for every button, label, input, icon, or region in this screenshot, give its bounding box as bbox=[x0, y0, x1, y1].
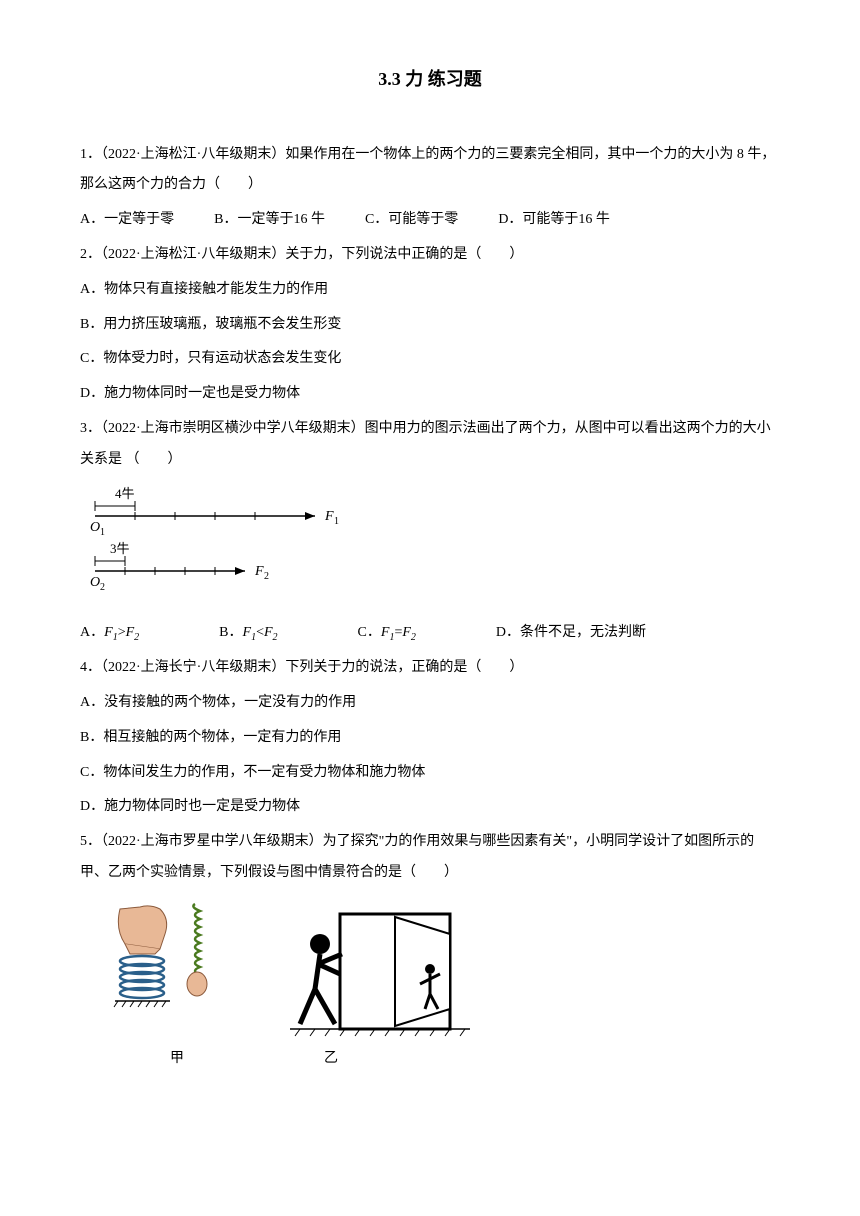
q3-options: A．F1>F2 B．F1<F2 C．F1=F2 D．条件不足，无法判断 bbox=[80, 618, 780, 649]
q4-opt-c: C．物体间发生力的作用，不一定有受力物体和施力物体 bbox=[80, 758, 780, 789]
f2-label: F bbox=[254, 564, 264, 579]
q3-opt-b: B．F1<F2 bbox=[219, 618, 277, 649]
q1-opt-d: D．可能等于16 牛 bbox=[498, 205, 610, 236]
force-diagram: 4牛 F 1 O 1 3牛 F 2 O 2 bbox=[90, 486, 780, 609]
f2-sub: 2 bbox=[264, 571, 269, 582]
f1-sub: 1 bbox=[334, 516, 339, 527]
q3-opt-c: C．F1=F2 bbox=[358, 618, 416, 649]
label-jia: 甲 bbox=[170, 1044, 184, 1075]
q4-opt-a: A．没有接触的两个物体，一定没有力的作用 bbox=[80, 688, 780, 719]
q1-text: 1．（2022·上海松江·八年级期末）如果作用在一个物体上的两个力的三要素完全相… bbox=[80, 140, 780, 202]
q2-opt-b: B．用力挤压玻璃瓶，玻璃瓶不会发生形变 bbox=[80, 310, 780, 341]
f2-origin-sub: 2 bbox=[100, 582, 105, 593]
page-title: 3.3 力 练习题 bbox=[80, 60, 780, 100]
f1-label: F bbox=[324, 509, 334, 524]
q3-opt-d: D．条件不足，无法判断 bbox=[496, 618, 646, 649]
force-arrows-svg: 4牛 F 1 O 1 3牛 F 2 O 2 bbox=[90, 486, 370, 596]
q1-opt-b: B．一定等于16 牛 bbox=[214, 205, 325, 236]
q5-image-labels: 甲 乙 bbox=[170, 1044, 780, 1075]
q4-opt-d: D．施力物体同时也一定是受力物体 bbox=[80, 792, 780, 823]
q3-text: 3．（2022·上海市崇明区横沙中学八年级期末）图中用力的图示法画出了两个力，从… bbox=[80, 414, 780, 476]
f2-scale-label: 3牛 bbox=[110, 541, 130, 556]
q2-text: 2．（2022·上海松江·八年级期末）关于力，下列说法中正确的是（ ） bbox=[80, 240, 780, 271]
q1-options: A．一定等于零 B．一定等于16 牛 C．可能等于零 D．可能等于16 牛 bbox=[80, 205, 780, 236]
f1-origin-sub: 1 bbox=[100, 527, 105, 538]
q1-opt-c: C．可能等于零 bbox=[365, 205, 458, 236]
f1-origin: O bbox=[90, 520, 100, 535]
door-experiment-image bbox=[290, 909, 470, 1039]
q3-opt-a: A．F1>F2 bbox=[80, 618, 139, 649]
q2-opt-c: C．物体受力时，只有运动状态会发生变化 bbox=[80, 344, 780, 375]
q2-opt-a: A．物体只有直接接触才能发生力的作用 bbox=[80, 275, 780, 306]
q4-text: 4．（2022·上海长宁·八年级期末）下列关于力的说法，正确的是（ ） bbox=[80, 653, 780, 684]
spring-experiment-image bbox=[110, 899, 230, 1039]
f1-scale-label: 4牛 bbox=[115, 486, 135, 501]
q4-opt-b: B．相互接触的两个物体，一定有力的作用 bbox=[80, 723, 780, 754]
f2-origin: O bbox=[90, 575, 100, 590]
q5-images bbox=[110, 899, 780, 1039]
label-yi: 乙 bbox=[324, 1044, 338, 1075]
q2-opt-d: D．施力物体同时一定也是受力物体 bbox=[80, 379, 780, 410]
q1-opt-a: A．一定等于零 bbox=[80, 205, 174, 236]
q5-text: 5．（2022·上海市罗星中学八年级期末）为了探究"力的作用效果与哪些因素有关"… bbox=[80, 827, 780, 889]
